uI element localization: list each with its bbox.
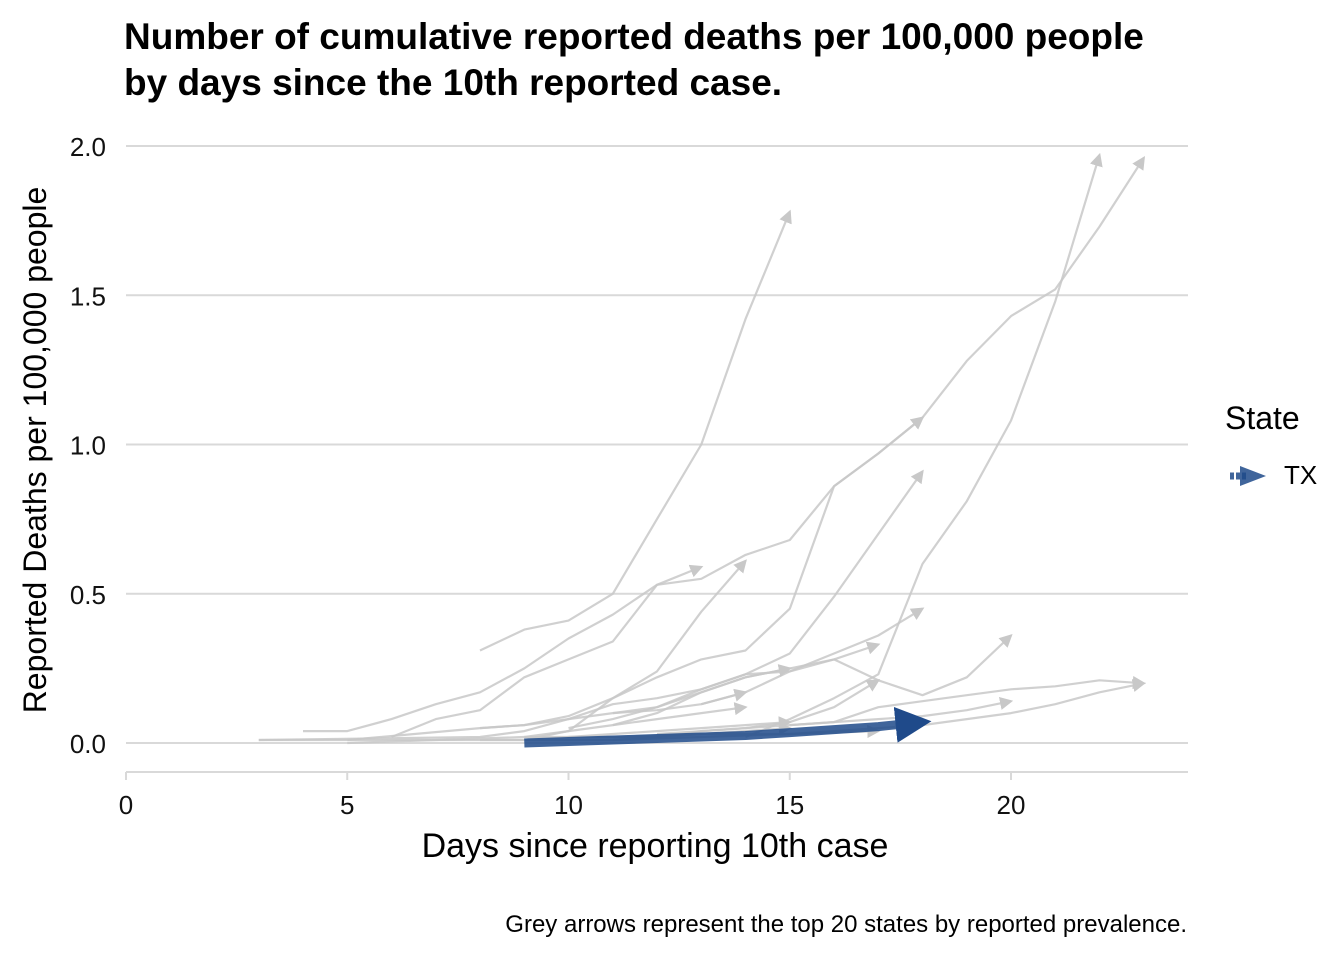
background-series-line	[568, 664, 792, 730]
x-tick-label: 0	[119, 790, 133, 820]
x-tick-label: 15	[775, 790, 804, 820]
y-tick-label: 1.5	[70, 281, 106, 311]
background-series-line	[612, 641, 881, 727]
legend-item-tx: TX	[1226, 458, 1336, 494]
background-series-line	[391, 416, 925, 739]
highlight-series-group	[524, 706, 932, 748]
legend-title: State	[1225, 400, 1300, 436]
chart-caption: Grey arrows represent the top 20 states …	[505, 911, 1187, 938]
chart-title-line-1: Number of cumulative reported deaths per…	[124, 16, 1144, 57]
x-axis-label: Days since reporting 10th case	[422, 827, 889, 865]
y-tick-label: 0.5	[70, 580, 106, 610]
y-tick-label: 0.0	[70, 729, 106, 759]
y-axis-ticks: 0.0 0.5 1.0 1.5 2.0	[70, 132, 106, 759]
background-series-line	[789, 675, 1146, 727]
y-gridlines	[126, 145, 1188, 744]
y-tick-label: 2.0	[70, 132, 106, 162]
x-tick-label: 5	[340, 790, 354, 820]
x-tick-label: 20	[997, 790, 1026, 820]
background-series-group	[258, 152, 1146, 745]
chart-title-line-2: by days since the 10th reported case.	[124, 62, 783, 103]
legend-label-tx: TX	[1284, 460, 1318, 490]
x-axis-ticks: 0 5 10 15 20	[119, 772, 1026, 820]
legend-key-arrow-icon	[1230, 466, 1266, 486]
background-series-line	[701, 633, 1013, 706]
background-series-line	[479, 688, 748, 730]
x-tick-label: 10	[554, 790, 583, 820]
y-axis-label: Reported Deaths per 100,000 people	[17, 187, 53, 714]
y-tick-label: 1.0	[70, 431, 106, 461]
series-line-tx	[524, 706, 932, 748]
background-series-line	[479, 209, 792, 652]
chart-title: Number of cumulative reported deaths per…	[124, 14, 1324, 106]
background-series-line	[347, 156, 1145, 742]
background-series-line	[524, 702, 748, 739]
background-series-line	[745, 152, 1103, 739]
background-series-line	[303, 564, 704, 733]
background-series-line	[568, 716, 792, 739]
background-series-line	[258, 607, 925, 742]
